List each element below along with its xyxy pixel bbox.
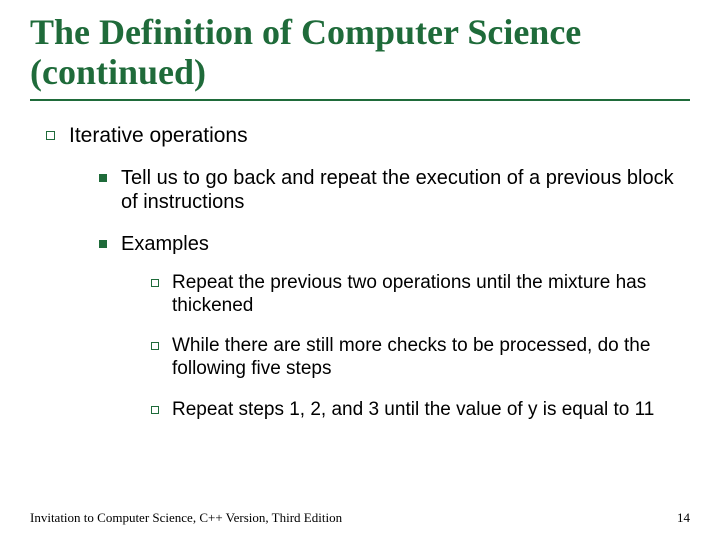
list-item-text: Examples	[121, 233, 209, 255]
list-item-body: Examples Repeat the previous two operati…	[121, 232, 690, 440]
slide: The Definition of Computer Science (cont…	[0, 0, 720, 540]
list-item: Iterative operations Tell us to go back …	[46, 123, 690, 458]
footer-source: Invitation to Computer Science, C++ Vers…	[30, 510, 342, 526]
list-item-text: While there are still more checks to be …	[172, 335, 690, 381]
list-item-text: Repeat steps 1, 2, and 3 until the value…	[172, 399, 690, 422]
slide-content: Iterative operations Tell us to go back …	[30, 123, 690, 458]
list-item-body: Iterative operations Tell us to go back …	[69, 123, 690, 458]
list-item: Tell us to go back and repeat the execut…	[99, 166, 690, 214]
bullet-list-level1: Iterative operations Tell us to go back …	[30, 123, 690, 458]
list-item-text: Repeat the previous two operations until…	[172, 272, 690, 318]
square-solid-bullet-icon	[99, 174, 107, 182]
square-open-bullet-icon	[46, 131, 55, 140]
square-open-bullet-icon	[151, 406, 159, 414]
bullet-list-level2: Tell us to go back and repeat the execut…	[69, 166, 690, 440]
square-solid-bullet-icon	[99, 240, 107, 248]
bullet-list-level3: Repeat the previous two operations until…	[121, 272, 690, 422]
square-open-bullet-icon	[151, 279, 159, 287]
square-open-bullet-icon	[151, 342, 159, 350]
slide-title: The Definition of Computer Science (cont…	[30, 12, 690, 101]
list-item: Repeat steps 1, 2, and 3 until the value…	[151, 399, 690, 422]
page-number: 14	[677, 510, 690, 526]
slide-footer: Invitation to Computer Science, C++ Vers…	[30, 510, 690, 526]
list-item: Repeat the previous two operations until…	[151, 272, 690, 318]
list-item: Examples Repeat the previous two operati…	[99, 232, 690, 440]
list-item-text: Tell us to go back and repeat the execut…	[121, 166, 690, 214]
list-item-text: Iterative operations	[69, 124, 248, 147]
list-item: While there are still more checks to be …	[151, 335, 690, 381]
